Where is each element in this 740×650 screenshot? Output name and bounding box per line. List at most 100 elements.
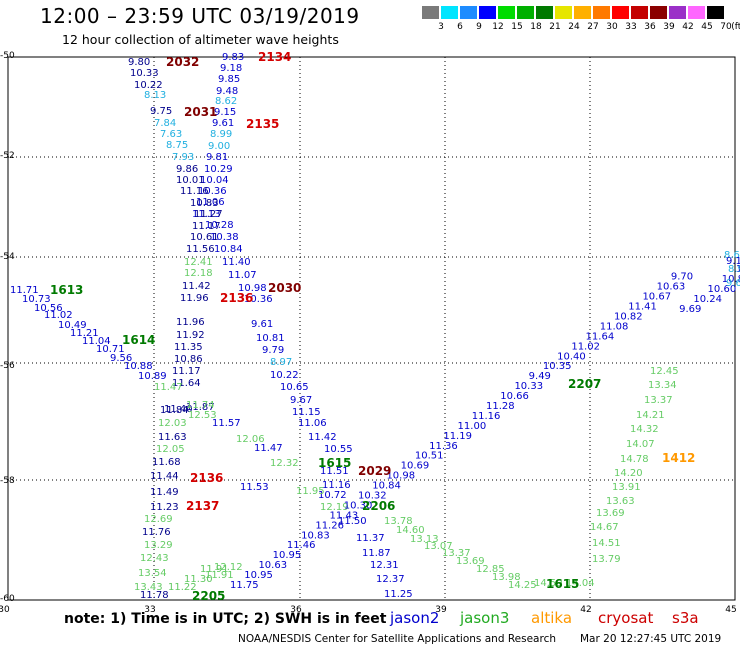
wave-height-label: 8.75 <box>166 140 188 151</box>
wave-height-label: 11.00 <box>458 421 487 432</box>
wave-height-label: 9.69 <box>679 304 701 315</box>
wave-height-label: 11.41 <box>628 302 657 313</box>
wave-height-label: 9.79 <box>262 345 284 356</box>
wave-height-label: 11.04 <box>82 336 111 347</box>
wave-height-label: 12.12 <box>214 562 243 573</box>
wave-height-label: 14.07 <box>626 439 655 450</box>
y-axis-label: -52 <box>0 151 15 161</box>
legend-label: 9 <box>476 22 482 32</box>
wave-height-label: 12.31 <box>370 560 399 571</box>
wave-height-label: 12.53 <box>188 410 217 421</box>
wave-height-label: 10.51 <box>415 451 444 462</box>
legend-swatch <box>631 6 648 19</box>
wave-height-label: 11.75 <box>230 580 259 591</box>
wave-height-label: 11.07 <box>228 270 257 281</box>
wave-height-label: 9.49 <box>529 371 551 382</box>
legend-swatch <box>688 6 705 19</box>
wave-height-label: 13.91 <box>612 482 641 493</box>
wave-height-label: 9.48 <box>216 86 238 97</box>
pass-time-label: 2207 <box>568 377 601 391</box>
wave-height-label: 11.02 <box>571 341 600 352</box>
wave-height-label: 10.73 <box>22 294 51 305</box>
wave-height-label: 11.16 <box>472 411 501 422</box>
wave-height-label: 11.50 <box>338 516 367 527</box>
wave-height-label: 10.33 <box>130 68 159 79</box>
wave-height-label: 11.23 <box>150 502 179 513</box>
wave-height-label: 10.63 <box>258 560 287 571</box>
y-axis-label: -56 <box>0 361 15 371</box>
legend-jason3: jason3 <box>460 609 510 627</box>
legend-label: 24 <box>568 22 580 32</box>
wave-height-label: 14.59 <box>534 578 563 589</box>
wave-height-label: 11.08 <box>600 321 629 332</box>
wave-height-label: 9.86 <box>176 164 198 175</box>
wave-height-label: 11.91 <box>200 564 229 575</box>
wave-height-label: 12.43 <box>140 553 169 564</box>
track-layer: 9.839.189.859.488.629.159.618.999.009.81… <box>10 50 740 603</box>
wave-height-label: 11.35 <box>174 342 203 353</box>
wave-height-label: 10.01 <box>176 175 205 186</box>
wave-height-label: 7.93 <box>172 152 194 163</box>
wave-height-label: 12.05 <box>156 444 185 455</box>
pass-time-label: 2134 <box>258 50 291 64</box>
note-text: note: 1) Time is in UTC; 2) SWH is in fe… <box>64 611 387 627</box>
pass-time-label: 2206 <box>362 499 395 513</box>
wave-height-label: 11.42 <box>182 281 211 292</box>
wave-height-label: 11.92 <box>176 330 205 341</box>
wave-height-label: 10.72 <box>318 490 347 501</box>
wave-height-label: 7.63 <box>160 129 182 140</box>
wave-height-label: 11.57 <box>212 418 241 429</box>
legend-swatch <box>555 6 572 19</box>
wave-height-label: 13.34 <box>648 380 677 391</box>
wave-height-label: 11.36 <box>429 441 458 452</box>
wave-height-label: 10.56 <box>34 303 63 314</box>
wave-height-label: 12.19 <box>320 502 349 513</box>
legend-jason2: jason2 <box>390 609 440 627</box>
wave-height-label: 12.69 <box>144 514 173 525</box>
wave-height-label: 14.67 <box>590 522 619 533</box>
wave-height-label: 11.91 <box>205 570 234 581</box>
map-subtitle: 12 hour collection of altimeter wave hei… <box>62 32 339 47</box>
wave-height-label: 14.25 <box>508 580 537 591</box>
wave-height-label: 11.02 <box>44 310 73 321</box>
wave-height-label: 9.61 <box>212 118 234 129</box>
wave-height-label: 9.67 <box>290 395 312 406</box>
x-axis-label: 30 <box>0 605 10 615</box>
wave-height-label: 13.69 <box>456 556 485 567</box>
legend-label: 30 <box>606 22 618 32</box>
wave-height-label: 9.75 <box>150 106 172 117</box>
wave-height-label: 10.32 <box>358 491 387 502</box>
wave-height-label: 12.32 <box>270 458 299 469</box>
legend-swatch <box>422 6 439 19</box>
wave-height-label: 12.06 <box>236 434 265 445</box>
legend-label: 18 <box>530 22 542 32</box>
wave-height-label: 10.29 <box>204 164 233 175</box>
wave-height-label: 11.53 <box>240 482 269 493</box>
y-axis-label: -54 <box>0 252 15 262</box>
wave-height-label: 11.06 <box>298 418 327 429</box>
map-frame <box>7 56 736 601</box>
wave-height-label: 8.13 <box>144 90 166 101</box>
pass-time-label: 1614 <box>122 333 155 347</box>
legend-swatch <box>517 6 534 19</box>
wave-height-label: 8.97 <box>270 357 292 368</box>
wave-height-label: 11.96 <box>180 293 209 304</box>
wave-height-label: 11.44 <box>150 471 179 482</box>
wave-height-label: 8.62 <box>215 96 237 107</box>
legend-unit: (ft) <box>731 22 740 32</box>
legend-label: 3 <box>438 22 444 32</box>
wave-height-label: 11.15 <box>292 407 321 418</box>
wave-height-label: 11.22 <box>168 582 197 593</box>
legend-swatch <box>574 6 591 19</box>
wave-height-label: 9.10 <box>726 256 740 267</box>
wave-height-label: 12.18 <box>184 268 213 279</box>
wave-height-label: 11.06 <box>196 197 225 208</box>
wave-height-label: 10.95 <box>244 570 273 581</box>
wave-height-label: 10.84 <box>372 481 401 492</box>
wave-height-label: 10.24 <box>693 294 722 305</box>
wave-height-label: 13.07 <box>424 541 453 552</box>
credit-text: NOAA/NESDIS Center for Satellite Applica… <box>238 633 556 645</box>
legend-label: 6 <box>457 22 463 32</box>
legend-label: 15 <box>511 22 523 32</box>
legend-label: 70 <box>720 22 732 32</box>
